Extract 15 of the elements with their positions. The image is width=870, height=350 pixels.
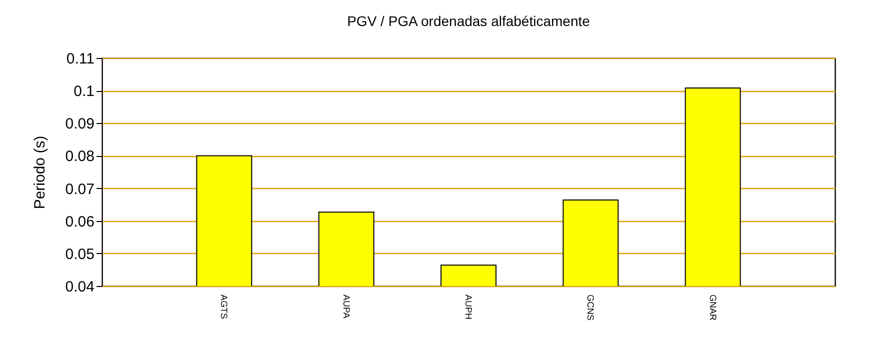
x-tick-label: GNAR [708,294,718,322]
y-tick-label: 0.06 [65,213,94,230]
y-tick-label: 0.09 [65,116,94,133]
x-tick-label: AGTS [219,294,230,320]
y-tick-label: 0.11 [66,50,94,68]
y-axis-title: Periodo (s) [31,136,48,210]
x-tick-label: GCNS [586,294,596,321]
x-tick-label: AUPA [341,294,352,318]
y-tick-label: 0.1 [74,83,94,100]
x-tick-label: AUPH [464,294,474,320]
y-tick-label: 0.07 [65,180,94,198]
y-tick-label: 0.05 [65,246,94,263]
y-tick-label: 0.04 [65,278,94,296]
y-tick-label: 0.08 [65,148,94,166]
chart-title: PGV / PGA ordenadas alfabéticamente [347,13,590,29]
